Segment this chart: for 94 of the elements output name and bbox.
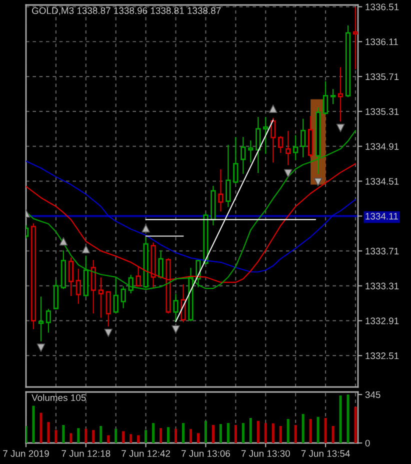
point: [336, 124, 345, 132]
point: [36, 344, 46, 352]
y-tick-label: 345: [365, 391, 380, 398]
y-tick-label: 1334.91: [366, 143, 399, 150]
bar: [309, 418, 312, 443]
candlestick: [286, 130, 291, 166]
bar: [339, 396, 342, 443]
candlestick: [233, 137, 238, 184]
bar: [189, 429, 192, 443]
y-tick-label: 1335.31: [366, 108, 399, 115]
bar: [62, 425, 65, 443]
bar: [122, 431, 125, 443]
bar: [279, 426, 282, 443]
bar: [107, 435, 110, 443]
bar: [182, 423, 185, 443]
candlestick: [173, 294, 178, 322]
candlestick: [210, 186, 216, 226]
bar: [249, 418, 252, 443]
bar: [167, 427, 170, 443]
chart-title: GOLD,M3 1338.87 1338.96 1338.81 1338.87: [32, 7, 221, 16]
bar: [100, 426, 102, 443]
y-tick-label: 1336.51: [366, 4, 399, 10]
x-tick-label: 7 Jun 13:30: [241, 450, 290, 457]
point: [284, 169, 292, 178]
point: [59, 237, 68, 246]
chart-title: Volumes 105: [32, 394, 86, 402]
y-tick-label: 1334.11: [366, 212, 398, 220]
bar: [32, 406, 35, 443]
bar: [256, 420, 260, 443]
candlestick: [98, 277, 104, 318]
bar: [212, 425, 214, 443]
bar: [219, 424, 222, 443]
bar: [354, 406, 357, 443]
bar: [152, 423, 155, 443]
bar: [226, 423, 230, 443]
bar: [316, 416, 320, 443]
candlestick: [90, 260, 96, 314]
candlestick: [240, 137, 246, 174]
candlestick: [308, 116, 314, 158]
bar: [54, 430, 58, 443]
x-tick-label: 7 Jun 13:06: [182, 450, 230, 457]
candlestick: [218, 169, 224, 212]
bar: [346, 394, 350, 443]
bar: [242, 423, 244, 443]
y-tick-label: 1333.31: [366, 282, 399, 290]
bar: [70, 433, 72, 443]
bar: [77, 428, 80, 443]
candlestick: [263, 116, 268, 154]
point: [268, 104, 278, 114]
point: [82, 244, 90, 254]
candlestick: [256, 116, 261, 174]
point: [104, 328, 113, 338]
bar: [196, 433, 200, 443]
candlestick: [166, 258, 171, 314]
y-tick-label: 1333.71: [366, 248, 399, 254]
bar: [130, 434, 132, 443]
x-tick-label: 7 Jun 2019: [3, 450, 49, 457]
bar: [272, 423, 274, 443]
bar: [302, 414, 304, 443]
bar: [294, 425, 297, 443]
y-tick-label: 1334.51: [366, 178, 399, 185]
candlestick: [293, 135, 298, 160]
bar: [92, 430, 95, 443]
bar: [160, 428, 162, 443]
y-tick-label: 1336.11: [366, 38, 398, 46]
bar: [264, 423, 267, 443]
bar: [204, 420, 207, 443]
x-tick-label: 7 Jun 12:18: [62, 450, 110, 457]
point: [172, 325, 180, 334]
bar: [144, 430, 148, 443]
point: [314, 178, 322, 186]
bar: [324, 418, 327, 443]
bar: [234, 425, 237, 443]
bar: [84, 428, 88, 443]
candlestick: [38, 296, 44, 342]
bar: [137, 435, 140, 443]
candlestick: [248, 140, 254, 163]
y-tick-label: 1335.71: [366, 73, 399, 80]
bar: [40, 412, 42, 443]
point: [142, 224, 150, 232]
x-tick-label: 7 Jun 12:42: [122, 450, 170, 457]
y-tick-label: 0: [365, 440, 370, 447]
bar: [47, 422, 50, 443]
bar: [174, 428, 178, 443]
candlestick: [338, 67, 344, 122]
x-tick-label: 7 Jun 13:54: [301, 450, 350, 457]
bar: [332, 426, 334, 443]
y-tick-label: 1332.91: [366, 318, 399, 324]
bar: [114, 428, 118, 443]
bar: [286, 418, 290, 443]
candlestick: [76, 268, 81, 304]
y-tick-label: 1332.51: [366, 352, 399, 360]
candlestick: [300, 118, 306, 158]
candlestick: [226, 144, 231, 208]
